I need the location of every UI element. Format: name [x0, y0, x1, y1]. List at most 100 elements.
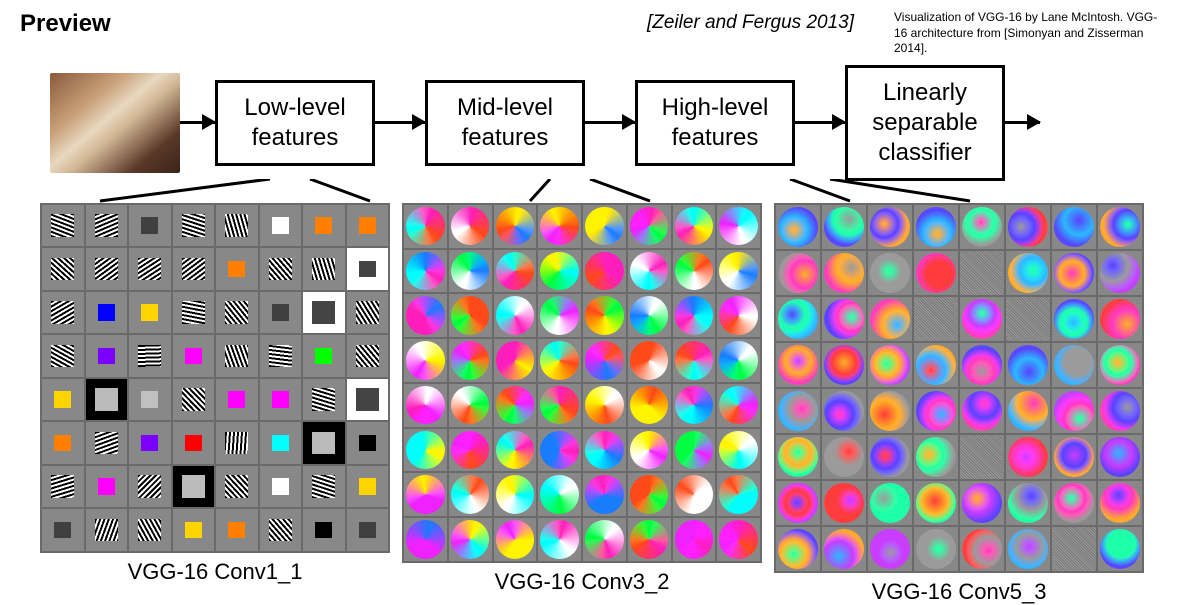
feature-cell — [129, 466, 171, 508]
feature-cell — [822, 205, 866, 249]
feature-cell — [960, 297, 1004, 341]
feature-cell — [86, 205, 128, 247]
arrow-icon — [375, 121, 425, 124]
feature-cell — [1052, 251, 1096, 295]
input-image — [50, 73, 180, 173]
feature-cell — [673, 294, 716, 337]
feature-cell — [822, 343, 866, 387]
feature-cell — [628, 339, 671, 382]
feature-cell — [914, 527, 958, 571]
feature-cell — [347, 379, 389, 421]
stage-label: Linearlyseparableclassifier — [872, 79, 977, 166]
feature-cell — [303, 379, 345, 421]
feature-cell — [822, 251, 866, 295]
feature-cell — [914, 481, 958, 525]
feature-cell — [1052, 435, 1096, 479]
stage-mid-level: Mid-levelfeatures — [425, 80, 585, 166]
feature-cell — [538, 294, 581, 337]
pipeline: Low-levelfeatures Mid-levelfeatures High… — [20, 65, 1164, 181]
feature-cell — [1098, 251, 1142, 295]
feature-cell — [260, 422, 302, 464]
feature-cell — [449, 205, 492, 248]
feature-cell — [129, 335, 171, 377]
feature-cell — [129, 509, 171, 551]
feature-cell — [1098, 435, 1142, 479]
feature-cell — [538, 518, 581, 561]
feature-cell — [1052, 343, 1096, 387]
feature-cell — [776, 343, 820, 387]
feature-cell — [776, 435, 820, 479]
feature-cell — [42, 422, 84, 464]
feature-cell — [129, 379, 171, 421]
feature-cell — [42, 292, 84, 334]
feature-cell — [216, 292, 258, 334]
feature-cell — [260, 509, 302, 551]
feature-cell — [404, 473, 447, 516]
feature-cell — [86, 379, 128, 421]
feature-cell — [717, 384, 760, 427]
stage-label: High-levelfeatures — [662, 94, 769, 151]
feature-cell — [868, 251, 912, 295]
feature-cell — [42, 466, 84, 508]
feature-cell — [404, 518, 447, 561]
feature-cell — [303, 422, 345, 464]
feature-cell — [960, 435, 1004, 479]
feature-cell — [583, 384, 626, 427]
feature-cell — [1006, 435, 1050, 479]
feature-cell — [494, 250, 537, 293]
feature-cell — [583, 518, 626, 561]
feature-cell — [216, 509, 258, 551]
feature-cell — [404, 250, 447, 293]
feature-cell — [776, 527, 820, 571]
feature-cell — [260, 335, 302, 377]
feature-cell — [347, 292, 389, 334]
viz-caption: VGG-16 Conv5_3 — [774, 579, 1144, 605]
stage-label: Mid-levelfeatures — [457, 94, 553, 151]
feature-cell — [494, 205, 537, 248]
feature-cell — [868, 435, 912, 479]
page-title: Preview — [20, 10, 111, 38]
feature-cell — [822, 297, 866, 341]
feature-cell — [538, 250, 581, 293]
citation: [Zeiler and Fergus 2013] — [647, 10, 854, 34]
feature-cell — [1098, 297, 1142, 341]
feature-cell — [583, 205, 626, 248]
feature-cell — [1006, 389, 1050, 433]
feature-cell — [494, 339, 537, 382]
feature-cell — [173, 205, 215, 247]
feature-cell — [1052, 481, 1096, 525]
feature-cell — [673, 205, 716, 248]
viz-caption: VGG-16 Conv1_1 — [40, 559, 390, 585]
feature-cell — [303, 205, 345, 247]
feature-cell — [1052, 205, 1096, 249]
feature-cell — [914, 297, 958, 341]
arrow-icon — [585, 121, 635, 124]
feature-cell — [260, 248, 302, 290]
feature-cell — [1006, 481, 1050, 525]
stage-classifier: Linearlyseparableclassifier — [845, 65, 1005, 181]
feature-cell — [822, 527, 866, 571]
feature-cell — [173, 292, 215, 334]
feature-cell — [717, 339, 760, 382]
feature-cell — [868, 343, 912, 387]
feature-cell — [628, 429, 671, 472]
feature-cell — [583, 294, 626, 337]
attribution: Visualization of VGG-16 by Lane McIntosh… — [894, 10, 1164, 57]
feature-cell — [129, 422, 171, 464]
arrow-icon — [180, 121, 215, 124]
feature-cell — [628, 518, 671, 561]
feature-cell — [914, 205, 958, 249]
feature-cell — [303, 509, 345, 551]
feature-cell — [86, 335, 128, 377]
feature-cell — [216, 248, 258, 290]
feature-cell — [347, 248, 389, 290]
feature-cell — [404, 384, 447, 427]
feature-cell — [347, 509, 389, 551]
feature-cell — [260, 379, 302, 421]
feature-grid — [402, 203, 762, 563]
feature-cell — [583, 429, 626, 472]
feature-cell — [628, 384, 671, 427]
feature-cell — [868, 389, 912, 433]
feature-cell — [404, 294, 447, 337]
feature-cell — [404, 339, 447, 382]
